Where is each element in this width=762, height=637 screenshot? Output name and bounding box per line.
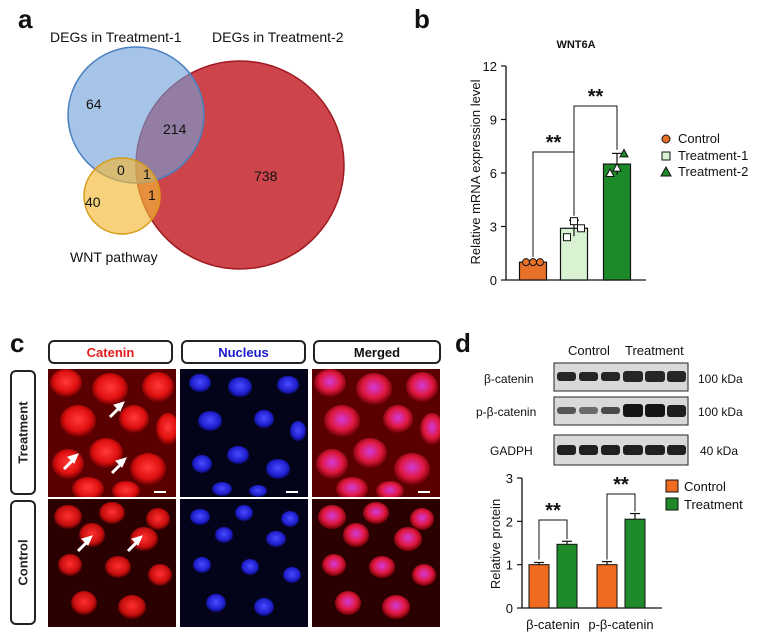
venn-count-t2-wnt: 1 [148, 187, 156, 203]
blot-label-beta-catenin: β-catenin [484, 372, 534, 386]
chart-b-point-2-1 [612, 162, 622, 172]
venn-count-all-three: 1 [143, 166, 151, 182]
venn-circle-wnt-pathway [83, 157, 161, 235]
chart-b-sig-label-0: ** [546, 132, 562, 154]
chart-b-ytick-label-3: 9 [490, 113, 497, 128]
chart-d-bar-0-0 [528, 564, 550, 609]
panel-a-venn: a DEGs in Treatment-1 DEGs in Treatment-… [0, 0, 400, 300]
blot-kda-gadph: 40 kDa [700, 444, 738, 458]
chart-b-ytick-label-2: 6 [490, 166, 497, 181]
chart-b-legend-label-1: Treatment-1 [678, 148, 748, 163]
blot-group-control: Control [568, 343, 610, 358]
venn-count-only-t1: 64 [86, 96, 102, 112]
venn-count-only-t2: 738 [254, 168, 278, 184]
chart-b-legend-label-2: Treatment-2 [678, 164, 748, 179]
chart-b-legend-marker-2 [660, 165, 672, 177]
column-header-catenin: Catenin [48, 340, 173, 364]
chart-b-sig-label-1: ** [588, 86, 604, 108]
chart-d-ytick-label-3: 3 [506, 472, 513, 486]
blot-kda-beta-catenin: 100 kDa [698, 372, 743, 386]
chart-d-ytick-label-0: 0 [506, 601, 513, 616]
chart-d-ytick-label-1: 1 [506, 558, 513, 573]
micrograph-treatment-merged [312, 369, 440, 497]
chart-d-sig-label-0: ** [545, 500, 561, 522]
panel-letter-d: d [455, 328, 471, 358]
panel-letter-c: c [10, 328, 25, 358]
chart-b-point-1-2 [577, 224, 585, 233]
venn-label-wnt-pathway: WNT pathway [70, 249, 158, 265]
chart-b-point-2-0 [605, 167, 615, 177]
row-label-control: Control [10, 500, 36, 625]
chart-d-legend-swatch-0 [665, 479, 679, 493]
wnt6a-bar-chart: WNT6A Relative mRNA expression level 0 3 6… [468, 39, 748, 288]
column-header-merged-label: Merged [353, 344, 401, 360]
blot-kda-p-beta-catenin: 100 kDa [698, 405, 743, 419]
row-label-control-text: Control [15, 539, 31, 586]
chart-d-sig-label-1: ** [613, 474, 629, 496]
chart-b-ylabel: Relative mRNA expression level [468, 79, 483, 264]
western-blot: Control Treatment β-catenin 100 kDa p-β-… [476, 343, 743, 466]
blot-bands-p-beta-catenin [557, 404, 686, 417]
chart-b-bar-2 [602, 163, 632, 281]
chart-b-title: WNT6A [556, 39, 595, 51]
blot-bands-beta-catenin [557, 371, 686, 382]
column-header-nucleus: Nucleus [181, 340, 306, 364]
blot-label-gadph: GADPH [490, 444, 533, 458]
chart-d-ytick-label-2: 2 [506, 514, 513, 529]
venn-label-treatment-1: DEGs in Treatment-1 [50, 29, 182, 45]
blot-strip-gadph [553, 434, 689, 466]
column-header-nucleus-label: Nucleus [218, 344, 269, 360]
chart-b-point-1-1 [570, 217, 578, 226]
blot-bands-gadph [557, 445, 686, 455]
panel-letter-a: a [18, 4, 33, 34]
venn-count-t1-wnt: 0 [117, 162, 125, 178]
chart-b-ytick-label-0: 0 [490, 273, 497, 288]
chart-d-bar-1-1 [624, 518, 646, 609]
row-label-treatment: Treatment [10, 370, 36, 495]
panel-letter-b: b [414, 4, 430, 34]
panel-b-chart: b WNT6A Relative mRNA expression level 0… [400, 0, 762, 300]
chart-b-legend-marker-0 [661, 134, 671, 144]
row-label-treatment-text: Treatment [15, 401, 31, 464]
micrograph-control-nucleus [180, 499, 308, 627]
micrograph-treatment-nucleus [180, 369, 308, 497]
blot-group-treatment: Treatment [625, 343, 684, 358]
venn-diagram: DEGs in Treatment-1 DEGs in Treatment-2 … [50, 29, 345, 270]
chart-b-point-1-0 [563, 233, 571, 242]
micrograph-treatment-catenin [48, 369, 176, 497]
micrograph-control-catenin [48, 499, 176, 627]
column-header-merged: Merged [313, 340, 441, 364]
chart-b-legend-marker-1 [661, 151, 671, 161]
venn-count-only-wnt: 40 [85, 194, 101, 210]
chart-d-legend-swatch-1 [665, 497, 679, 511]
chart-b-point-2-2 [619, 148, 629, 158]
venn-label-treatment-2: DEGs in Treatment-2 [212, 29, 344, 45]
chart-d-category-label-1: p-β-catenin [588, 617, 653, 632]
chart-d-category-label-0: β-catenin [526, 617, 580, 632]
chart-b-sig-bracket-1 [573, 105, 618, 213]
chart-d-bar-1-0 [556, 543, 578, 609]
micrograph-control-merged [312, 499, 440, 627]
chart-b-ytick-label-4: 12 [483, 59, 497, 74]
chart-d-sig-bracket-0 [538, 519, 568, 560]
chart-b-ytick-label-1: 3 [490, 220, 497, 235]
chart-d-sig-bracket-1 [606, 493, 636, 560]
chart-b-point-0-1 [529, 258, 537, 267]
chart-b-point-0-0 [522, 258, 530, 267]
blot-strip-p-beta-catenin [553, 396, 689, 426]
relative-protein-bar-chart: Relative protein 0 1 2 3 β-catenin p-β-cateni… [488, 472, 743, 632]
chart-d-bar-0-1 [596, 564, 618, 609]
venn-count-t1-t2: 214 [163, 121, 187, 137]
blot-strip-beta-catenin [553, 362, 689, 392]
chart-d-ylabel: Relative protein [488, 499, 503, 589]
blot-label-p-beta-catenin: p-β-catenin [476, 405, 536, 419]
chart-d-legend-label-1: Treatment [684, 497, 743, 512]
column-header-catenin-label: Catenin [86, 344, 135, 360]
chart-b-legend-label-0: Control [678, 131, 720, 146]
chart-b-point-0-2 [536, 258, 544, 267]
chart-d-legend-label-0: Control [684, 479, 726, 494]
